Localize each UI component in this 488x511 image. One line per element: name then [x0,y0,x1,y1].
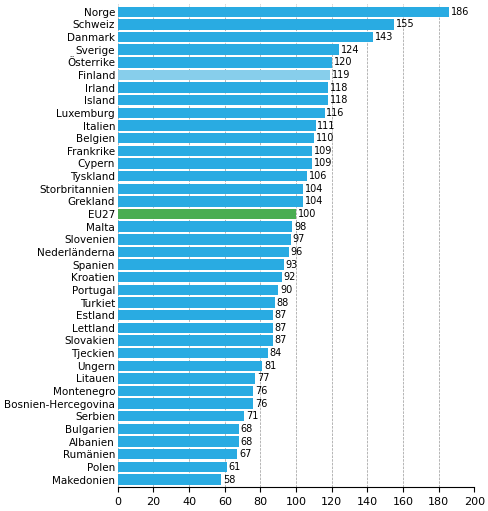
Bar [118,335,272,345]
Bar [118,19,393,30]
Bar [118,146,311,156]
Bar [118,171,306,181]
Text: 58: 58 [223,475,235,484]
Text: 143: 143 [374,32,392,42]
Text: 87: 87 [274,323,286,333]
Bar [118,221,292,232]
Bar [118,158,311,169]
Text: 100: 100 [297,209,316,219]
Text: 61: 61 [228,462,240,472]
Text: 111: 111 [317,121,335,130]
Bar [118,70,329,80]
Text: 76: 76 [255,386,267,396]
Text: 92: 92 [283,272,295,282]
Text: 88: 88 [276,297,288,308]
Bar [118,133,313,144]
Text: 186: 186 [450,7,468,17]
Text: 68: 68 [240,436,252,447]
Text: 93: 93 [285,260,297,270]
Text: 68: 68 [240,424,252,434]
Text: 90: 90 [280,285,292,295]
Bar [118,7,448,17]
Text: 116: 116 [325,108,344,118]
Bar [118,260,283,270]
Bar [118,386,253,396]
Bar [118,449,237,459]
Bar [118,57,331,67]
Bar [118,348,267,358]
Text: 106: 106 [308,171,326,181]
Bar [118,297,274,308]
Bar [118,209,295,219]
Bar [118,424,239,434]
Bar [118,183,303,194]
Bar [118,121,315,131]
Bar [118,373,255,384]
Bar [118,436,239,447]
Text: 119: 119 [331,70,349,80]
Bar [118,32,372,42]
Bar [118,272,281,283]
Bar [118,234,290,244]
Bar [118,474,221,485]
Bar [118,44,338,55]
Bar [118,411,244,422]
Text: 104: 104 [305,184,323,194]
Text: 77: 77 [256,374,269,383]
Text: 97: 97 [292,235,304,244]
Bar [118,322,272,333]
Bar [118,462,226,472]
Text: 109: 109 [313,158,331,169]
Bar [118,196,303,206]
Bar [118,95,327,105]
Text: 124: 124 [340,44,358,55]
Text: 76: 76 [255,399,267,409]
Text: 109: 109 [313,146,331,156]
Bar [118,310,272,320]
Text: 104: 104 [305,196,323,206]
Text: 118: 118 [329,95,347,105]
Text: 120: 120 [333,57,351,67]
Text: 84: 84 [269,348,281,358]
Text: 118: 118 [329,83,347,92]
Text: 155: 155 [395,19,414,30]
Bar [118,108,324,118]
Text: 81: 81 [264,361,276,371]
Text: 71: 71 [245,411,258,421]
Bar [118,399,253,409]
Text: 110: 110 [315,133,333,143]
Bar [118,82,327,93]
Text: 96: 96 [290,247,303,257]
Text: 67: 67 [239,449,251,459]
Text: 98: 98 [294,222,306,231]
Text: 87: 87 [274,335,286,345]
Bar [118,247,288,257]
Text: 87: 87 [274,310,286,320]
Bar [118,361,262,371]
Bar [118,285,278,295]
